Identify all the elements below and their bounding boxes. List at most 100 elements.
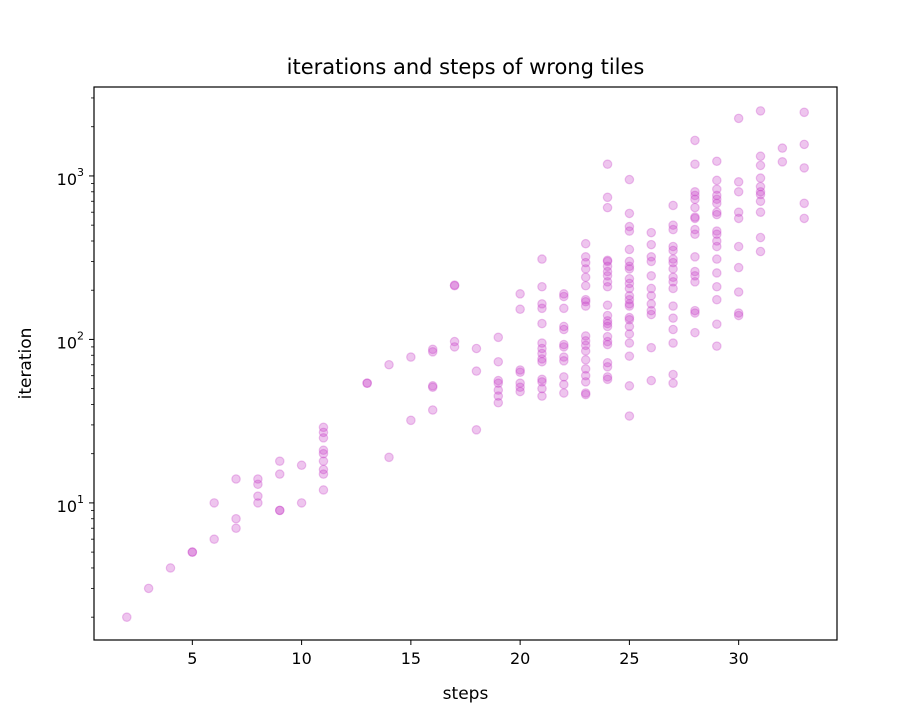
data-point-150 xyxy=(624,174,635,185)
data-point-190 xyxy=(690,212,700,222)
data-point-44 xyxy=(471,424,482,435)
data-point-231 xyxy=(755,181,766,192)
data-point-163 xyxy=(668,378,678,388)
data-point-149 xyxy=(624,208,635,219)
data-point-224 xyxy=(733,113,744,124)
data-point-118 xyxy=(602,281,613,292)
data-point-76 xyxy=(559,379,569,390)
data-point-17 xyxy=(274,456,285,466)
data-point-164 xyxy=(668,369,678,380)
data-point-232 xyxy=(755,173,766,183)
data-point-159 xyxy=(646,256,657,267)
data-point-94 xyxy=(580,340,591,351)
data-point-237 xyxy=(777,143,788,153)
data-point-178 xyxy=(668,220,678,230)
data-point-34 xyxy=(406,352,416,362)
data-point-134 xyxy=(624,314,635,325)
data-point-205 xyxy=(712,229,722,240)
data-point-189 xyxy=(690,213,700,224)
data-point-185 xyxy=(690,266,700,277)
chart-title: iterations and steps of wrong tiles xyxy=(287,55,645,79)
data-point-81 xyxy=(559,339,569,350)
data-point-105 xyxy=(580,238,591,249)
data-point-96 xyxy=(580,331,591,341)
data-point-207 xyxy=(712,209,722,220)
data-point-117 xyxy=(602,300,613,310)
data-point-238 xyxy=(799,213,810,224)
x-tick-label-15: 15 xyxy=(401,649,421,668)
x-axis-label: steps xyxy=(443,684,489,704)
data-point-54 xyxy=(515,386,525,397)
data-point-48 xyxy=(493,391,504,401)
x-tick-label-25: 25 xyxy=(619,649,639,668)
data-point-72 xyxy=(537,299,547,309)
data-point-193 xyxy=(690,190,700,201)
data-point-74 xyxy=(537,254,547,264)
data-point-127 xyxy=(602,159,613,169)
data-point-86 xyxy=(559,289,569,299)
data-point-222 xyxy=(733,186,744,197)
data-point-84 xyxy=(559,303,569,314)
data-point-192 xyxy=(690,194,700,205)
data-point-12 xyxy=(253,479,263,490)
data-point-41 xyxy=(449,336,460,347)
data-point-23 xyxy=(318,456,329,466)
data-point-116 xyxy=(602,310,613,321)
data-point-194 xyxy=(690,186,700,197)
data-point-112 xyxy=(602,331,613,342)
data-point-89 xyxy=(580,377,591,387)
data-point-204 xyxy=(712,236,722,246)
data-point-139 xyxy=(624,290,635,301)
data-point-29 xyxy=(362,378,372,388)
data-point-78 xyxy=(559,355,569,366)
data-point-40 xyxy=(449,342,460,352)
data-point-31 xyxy=(384,452,394,463)
data-point-5 xyxy=(209,534,219,544)
data-point-179 xyxy=(668,200,678,211)
data-point-172 xyxy=(668,264,678,274)
data-point-216 xyxy=(733,308,744,318)
data-point-200 xyxy=(712,281,722,292)
data-point-97 xyxy=(580,301,591,311)
data-point-2 xyxy=(165,563,176,573)
data-point-152 xyxy=(646,342,657,353)
data-point-85 xyxy=(559,291,569,302)
data-point-8 xyxy=(231,513,241,524)
data-point-69 xyxy=(537,338,547,348)
data-point-236 xyxy=(777,157,788,167)
data-point-199 xyxy=(712,294,722,305)
data-point-223 xyxy=(733,177,744,187)
data-point-102 xyxy=(580,264,591,274)
data-point-119 xyxy=(602,277,613,287)
data-point-9 xyxy=(231,474,241,484)
data-point-154 xyxy=(646,305,657,316)
data-point-37 xyxy=(427,381,438,391)
data-point-13 xyxy=(253,474,263,484)
data-point-203 xyxy=(712,241,722,252)
data-point-53 xyxy=(493,332,504,343)
data-point-169 xyxy=(668,283,678,294)
data-point-114 xyxy=(602,318,613,329)
data-point-214 xyxy=(712,156,722,167)
data-points xyxy=(121,106,810,622)
data-point-22 xyxy=(318,464,329,475)
data-point-87 xyxy=(580,389,591,400)
data-point-186 xyxy=(690,252,700,262)
data-point-213 xyxy=(712,175,722,186)
data-point-226 xyxy=(755,232,766,243)
data-point-59 xyxy=(515,304,525,315)
data-point-115 xyxy=(602,315,613,326)
data-point-24 xyxy=(318,448,329,459)
data-point-111 xyxy=(602,336,613,347)
data-point-113 xyxy=(602,321,613,332)
data-point-3 xyxy=(187,547,198,557)
data-point-91 xyxy=(580,364,591,374)
data-point-175 xyxy=(668,245,678,256)
data-point-35 xyxy=(427,405,438,415)
data-point-57 xyxy=(515,367,525,378)
data-point-7 xyxy=(231,523,241,534)
data-point-211 xyxy=(712,190,722,201)
data-point-109 xyxy=(602,357,613,368)
data-point-240 xyxy=(799,163,810,173)
y-tick-label-1000: 103 xyxy=(57,166,84,189)
